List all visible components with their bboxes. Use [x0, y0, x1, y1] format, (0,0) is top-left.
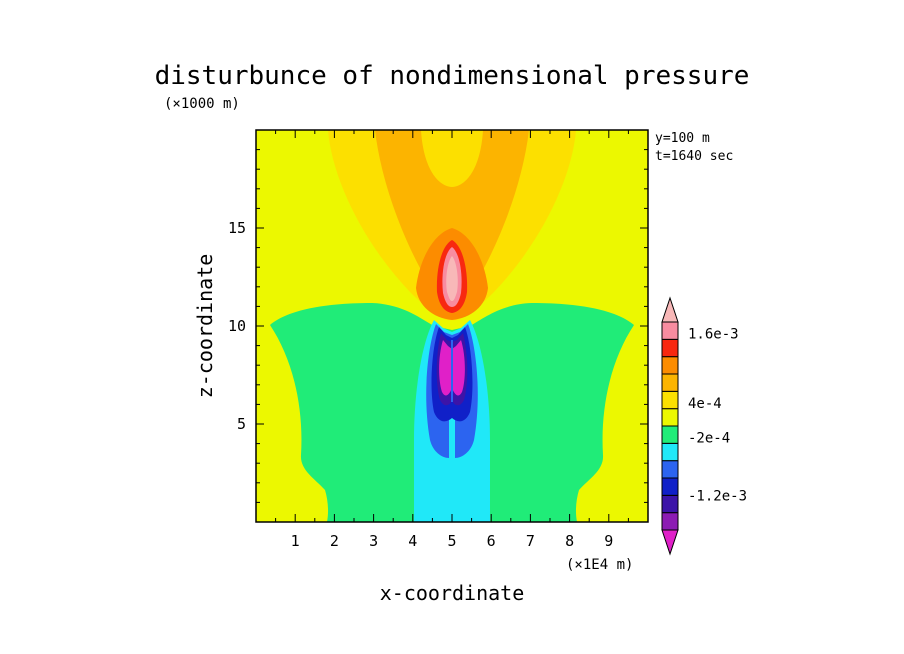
x-tick-label: 3: [369, 532, 378, 550]
x-tick-label: 1: [291, 532, 300, 550]
x-tick-label: 5: [447, 532, 456, 550]
contour-level-light-orange-core: [421, 130, 483, 187]
colorbar-labels: -1.2e-3 -2e-4 4e-4 1.6e-3: [688, 327, 747, 505]
contour-blue-split: [451, 340, 453, 402]
y-tick-label: 10: [228, 317, 246, 335]
colorbar-band: [661, 494, 679, 514]
colorbar-band: [661, 373, 679, 392]
x-tick-label: 9: [604, 532, 613, 550]
contour-level-light-pink: [446, 256, 458, 301]
colorbar-band: [661, 390, 679, 410]
colorbar-band: [661, 338, 679, 358]
colorbar-band: [661, 512, 679, 531]
colorbar-label: 4e-4: [688, 396, 722, 412]
colorbar-band: [661, 321, 679, 340]
colorbar-label: -2e-4: [688, 431, 730, 447]
x-tick-labels: 1 2 3 4 5 6 7 8 9: [291, 532, 614, 550]
x-tick-label: 6: [487, 532, 496, 550]
y-position-annotation: y=100 m: [655, 131, 710, 146]
x-axis-label: x-coordinate: [380, 581, 525, 605]
y-tick-label: 15: [228, 219, 246, 237]
colorbar-label: -1.2e-3: [688, 488, 747, 504]
colorbar-band: [661, 477, 679, 496]
contour-plot-area: [256, 130, 648, 522]
tick-marks: [255, 130, 649, 522]
y-tick-label: 5: [237, 415, 246, 433]
x-tick-label: 2: [330, 532, 339, 550]
y-axis-label: z-coordinate: [193, 254, 217, 399]
colorbar-label: 1.6e-3: [688, 327, 739, 343]
time-annotation: t=1640 sec: [655, 149, 733, 164]
y-axis-unit: (×1000 m): [164, 96, 240, 112]
y-tick-labels: 5 10 15: [228, 219, 246, 433]
contour-level-orange: [375, 130, 529, 317]
colorbar-overflow: [661, 296, 679, 323]
colorbar-band: [661, 425, 679, 444]
x-tick-label: 8: [565, 532, 574, 550]
x-tick-label: 7: [526, 532, 535, 550]
colorbar-underflow: [661, 529, 679, 556]
x-tick-label: 4: [408, 532, 417, 550]
colorbar: [661, 296, 679, 556]
colorbar-band: [661, 356, 679, 375]
colorbar-band: [661, 442, 679, 462]
chart-title: disturbunce of nondimensional pressure: [155, 61, 750, 91]
x-axis-unit: (×1E4 m): [566, 557, 633, 573]
colorbar-band: [661, 408, 679, 427]
colorbar-band: [661, 460, 679, 479]
